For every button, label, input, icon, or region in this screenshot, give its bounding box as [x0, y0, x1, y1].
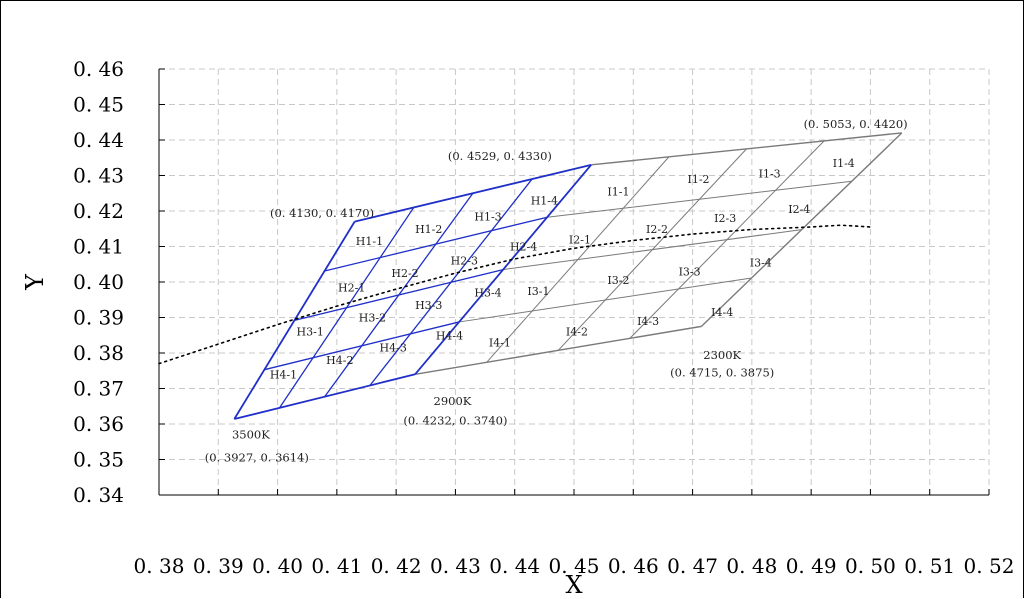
bin-label: I3-1 — [527, 285, 549, 298]
i-grid-col-line — [700, 132, 903, 327]
bin-label: I4-3 — [637, 315, 659, 328]
bin-label: I2-2 — [646, 223, 668, 236]
h-grid-col-line — [414, 164, 592, 375]
y-tick-label: 0. 43 — [73, 164, 124, 188]
tick-labels: 0. 38 0. 39 0. 40 0. 41 0. 42 0. 43 0. 44 0. 45… — [73, 57, 1014, 578]
corner-annotation: (0. 5053, 0. 4420) — [804, 117, 908, 131]
corner-annotation: (0. 4529, 0. 4330) — [448, 149, 552, 163]
bin-label: I1-4 — [833, 157, 855, 170]
i-grid-row-line — [547, 180, 852, 218]
bin-label: H4-4 — [436, 329, 463, 342]
bin-label: I2-3 — [714, 212, 736, 225]
bin-label: H2-2 — [391, 267, 418, 280]
bin-label: H1-3 — [474, 210, 501, 223]
y-tick-label: 0. 44 — [73, 128, 124, 152]
bin-label: I4-4 — [711, 306, 733, 319]
h-grid-col-line — [369, 178, 533, 386]
y-tick-label: 0. 42 — [73, 199, 124, 223]
bin-label: I4-2 — [566, 326, 588, 339]
bin-label: H4-2 — [326, 354, 353, 367]
y-tick-label: 0. 37 — [73, 377, 124, 401]
corner-annotation: (0. 4715, 0. 3875) — [670, 366, 774, 380]
bin-label: H3-3 — [415, 299, 442, 312]
blackbody-curve — [158, 224, 872, 365]
bin-label: H2-1 — [338, 281, 365, 294]
x-tick-label: 0. 43 — [430, 554, 481, 578]
gridlines — [158, 68, 990, 496]
corner-annotation: 2300K — [703, 348, 741, 362]
bin-label: H3-4 — [474, 287, 501, 300]
y-tick-label: 0. 39 — [73, 306, 124, 330]
x-tick-label: 0. 45 — [549, 554, 600, 578]
x-tick-label: 0. 38 — [134, 554, 185, 578]
y-tick-label: 0. 46 — [73, 57, 124, 81]
bin-label: H2-3 — [451, 255, 478, 268]
x-tick-label: 0. 51 — [904, 554, 955, 578]
x-axis-title: X — [565, 571, 582, 599]
bin-label: I2-4 — [788, 203, 810, 216]
corner-annotation: (0. 4130, 0. 4170) — [270, 206, 374, 220]
bin-label: H1-4 — [531, 194, 558, 207]
i-grid-col-line — [557, 148, 747, 351]
corner-annotation: (0. 3927, 0. 3614) — [205, 451, 309, 465]
bin-grids — [233, 132, 903, 420]
x-tick-label: 0. 52 — [964, 554, 1015, 578]
bin-label: I1-3 — [759, 168, 781, 181]
bin-label: H1-2 — [415, 223, 442, 236]
bin-label: I3-3 — [679, 265, 701, 278]
y-tick-label: 0. 38 — [73, 341, 124, 365]
x-tick-label: 0. 46 — [608, 554, 659, 578]
y-tick-label: 0. 34 — [73, 483, 124, 507]
i-grid-col-line — [629, 140, 825, 339]
y-axis-title: Y — [21, 273, 49, 291]
y-tick-label: 0. 45 — [73, 93, 124, 117]
bin-label: H3-2 — [359, 312, 386, 325]
i-grid-row-line — [591, 132, 902, 166]
h-grid-row-line — [354, 163, 592, 223]
x-tick-label: 0. 47 — [667, 554, 718, 578]
bin-label: I1-1 — [607, 185, 629, 198]
corner-annotation: 2900K — [434, 394, 472, 408]
bin-label: I2-1 — [569, 233, 591, 246]
corner-annotation: (0. 4232, 0. 3740) — [403, 413, 507, 427]
bin-label: I3-2 — [607, 274, 629, 287]
x-tick-label: 0. 41 — [311, 554, 362, 578]
x-tick-label: 0. 50 — [845, 554, 896, 578]
h-grid-row-line — [324, 216, 548, 272]
x-tick-label: 0. 49 — [786, 554, 837, 578]
corner-annotation: 3500K — [232, 428, 270, 442]
bin-label: H4-1 — [270, 368, 297, 381]
y-tick-label: 0. 35 — [73, 448, 124, 472]
axes — [158, 68, 990, 496]
h-grid-col-line — [324, 192, 474, 398]
bin-label: H2-4 — [510, 241, 537, 254]
x-tick-label: 0. 39 — [193, 554, 244, 578]
bin-label: I4-1 — [489, 336, 511, 349]
bin-label: H3-1 — [297, 326, 324, 339]
y-tick-label: 0. 41 — [73, 235, 124, 259]
x-tick-label: 0. 44 — [489, 554, 540, 578]
blackbody-locus — [158, 224, 872, 365]
bin-label: H4-3 — [380, 342, 407, 355]
x-tick-label: 0. 48 — [726, 554, 777, 578]
bin-label: I3-4 — [750, 256, 772, 269]
y-tick-label: 0. 36 — [73, 412, 124, 436]
x-tick-label: 0. 42 — [371, 554, 422, 578]
bin-label: I1-2 — [687, 173, 709, 186]
annotations: 3500K (0. 3927, 0. 3614) 2900K (0. 4232, 0.… — [205, 117, 908, 465]
y-tick-label: 0. 40 — [73, 270, 124, 294]
bin-label: H1-1 — [356, 235, 383, 248]
x-tick-label: 0. 40 — [252, 554, 303, 578]
bin-labels: H1-1 H1-2 H1-3 H1-4 H2-1 H2-2 H2-3 H2-4 H3-1 H3-2… — [270, 157, 855, 381]
